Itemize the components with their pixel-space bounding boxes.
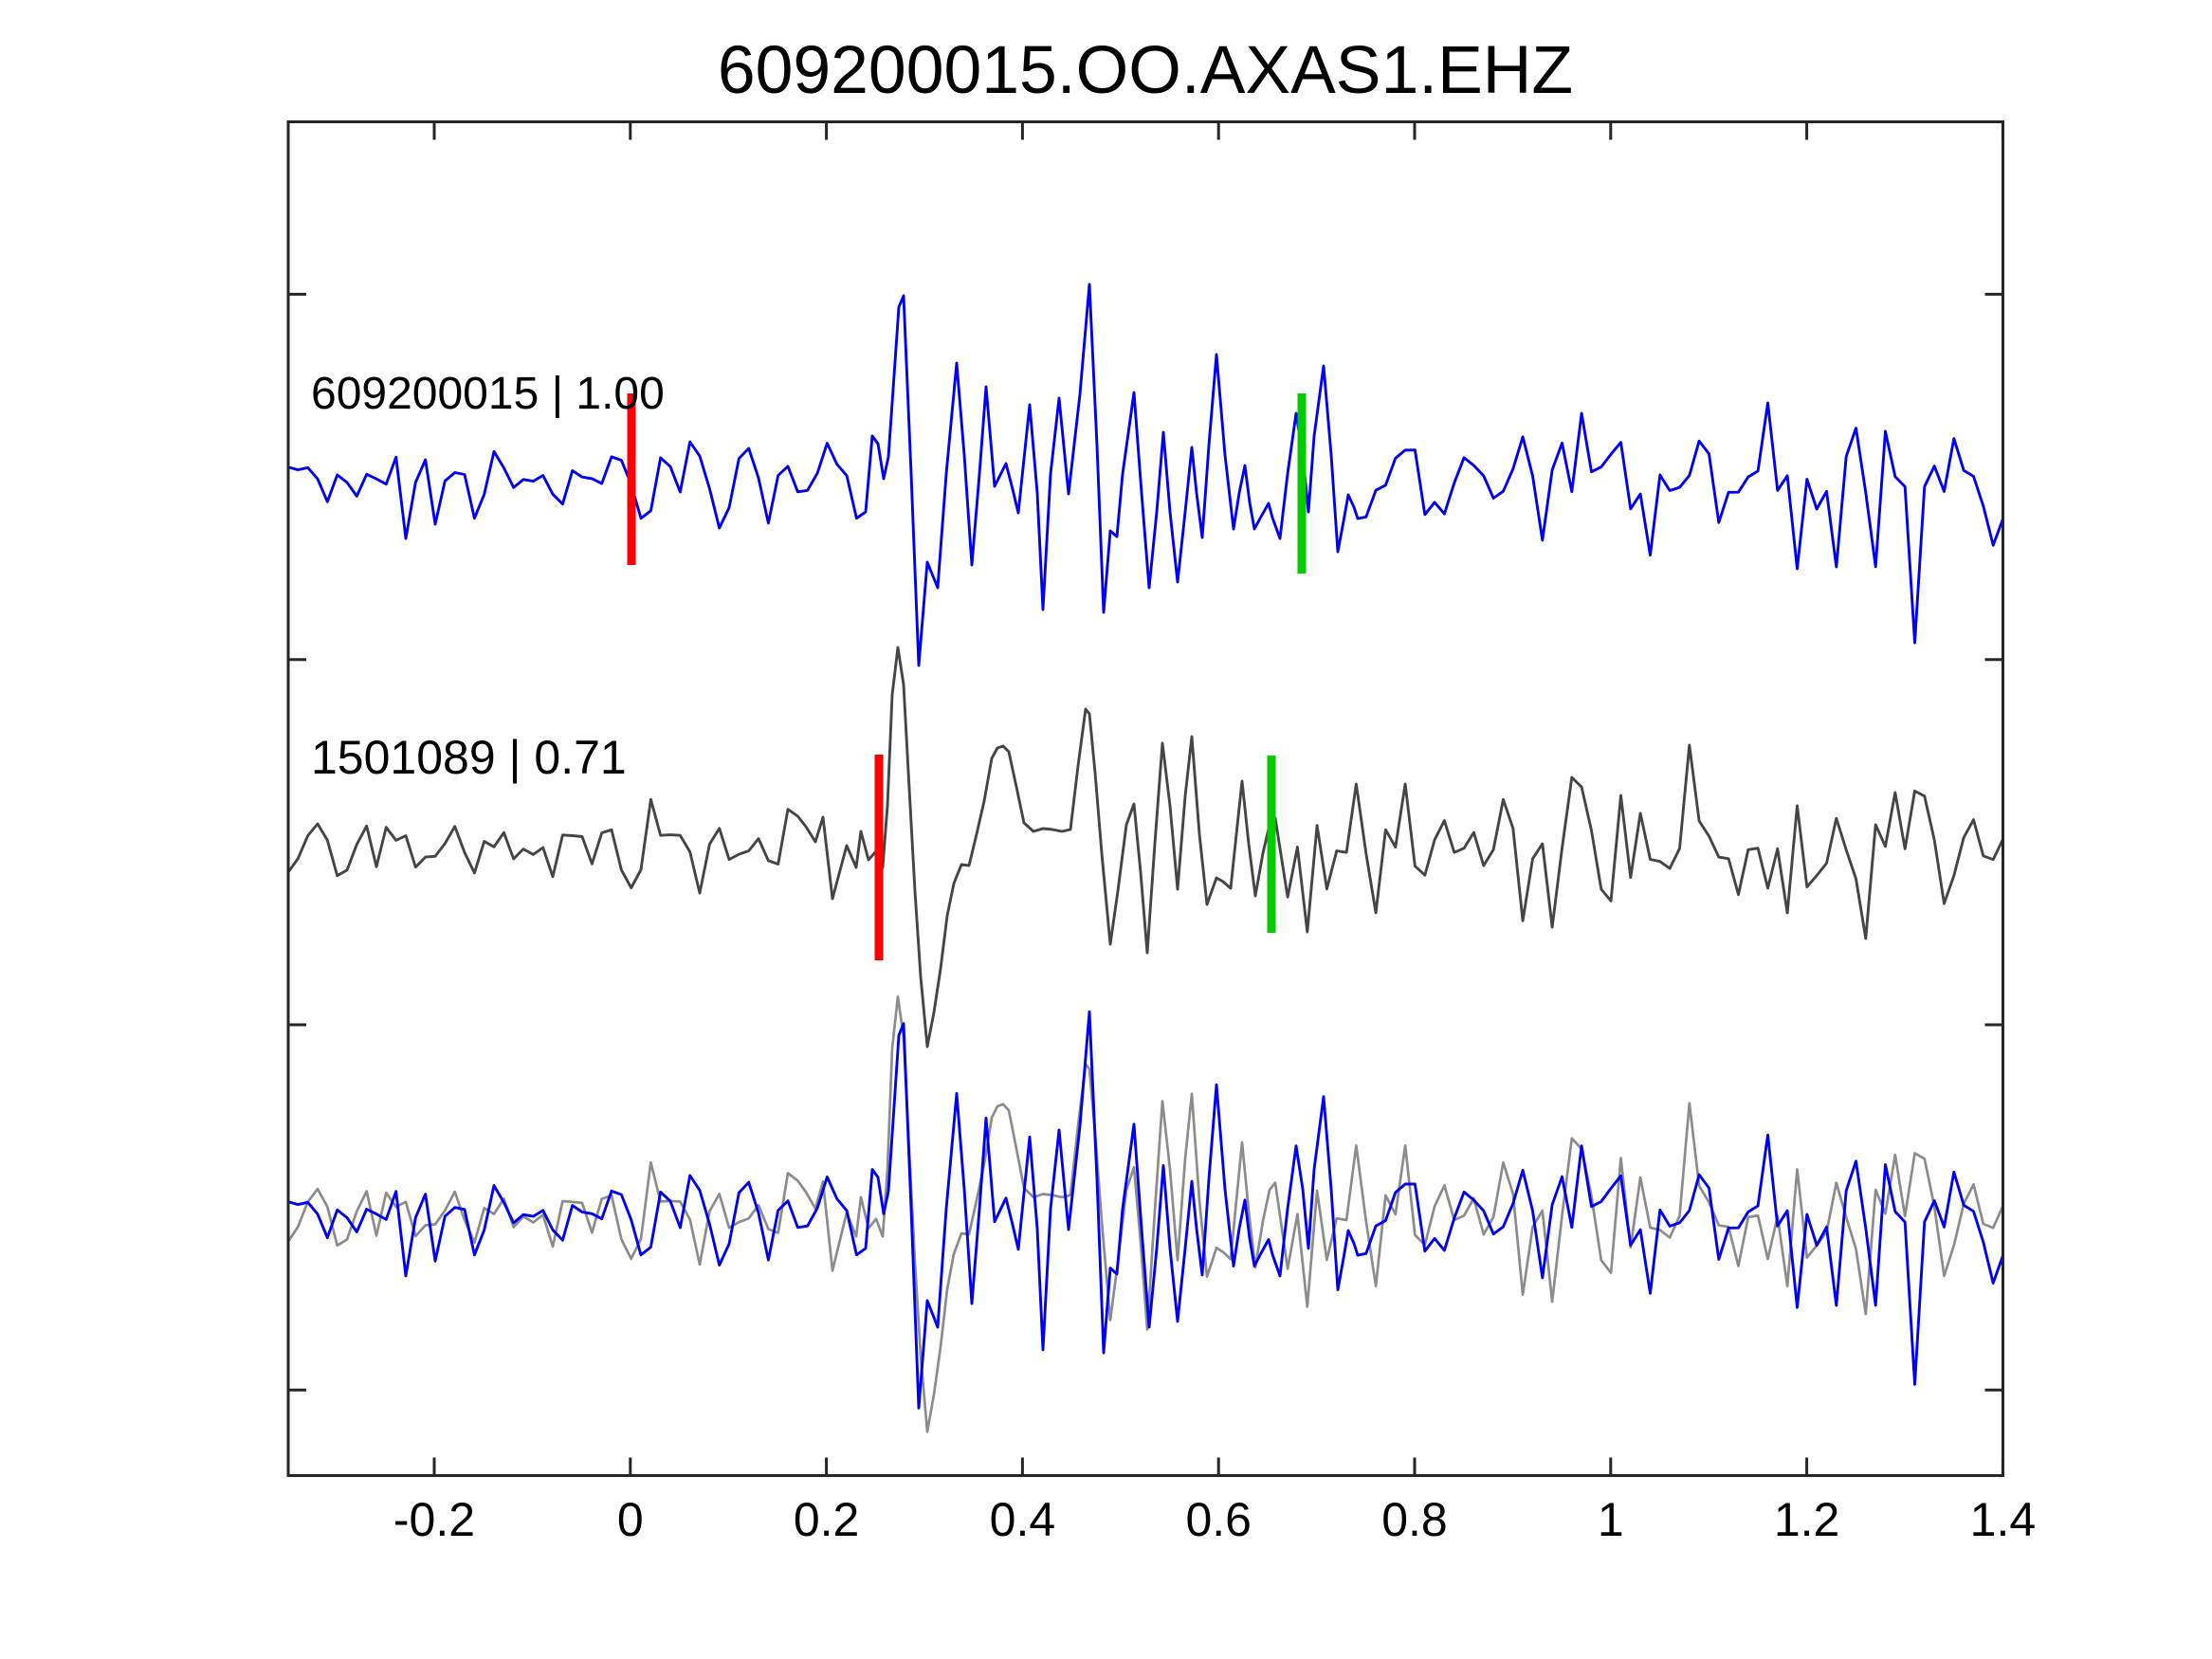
svg-text:1: 1: [1598, 1493, 1624, 1546]
svg-text:1.2: 1.2: [1774, 1493, 1840, 1546]
svg-text:0.6: 0.6: [1185, 1493, 1252, 1546]
svg-text:0: 0: [617, 1493, 644, 1546]
svg-text:1501089 | 0.71: 1501089 | 0.71: [311, 731, 627, 784]
svg-text:0.2: 0.2: [794, 1493, 860, 1546]
svg-text:0.8: 0.8: [1381, 1493, 1448, 1546]
svg-text:609200015.OO.AXAS1.EHZ: 609200015.OO.AXAS1.EHZ: [718, 32, 1573, 108]
svg-text:-0.2: -0.2: [393, 1493, 475, 1546]
svg-text:609200015 | 1.00: 609200015 | 1.00: [311, 369, 665, 419]
svg-text:0.4: 0.4: [990, 1493, 1056, 1546]
svg-text:1.4: 1.4: [1970, 1493, 2037, 1546]
